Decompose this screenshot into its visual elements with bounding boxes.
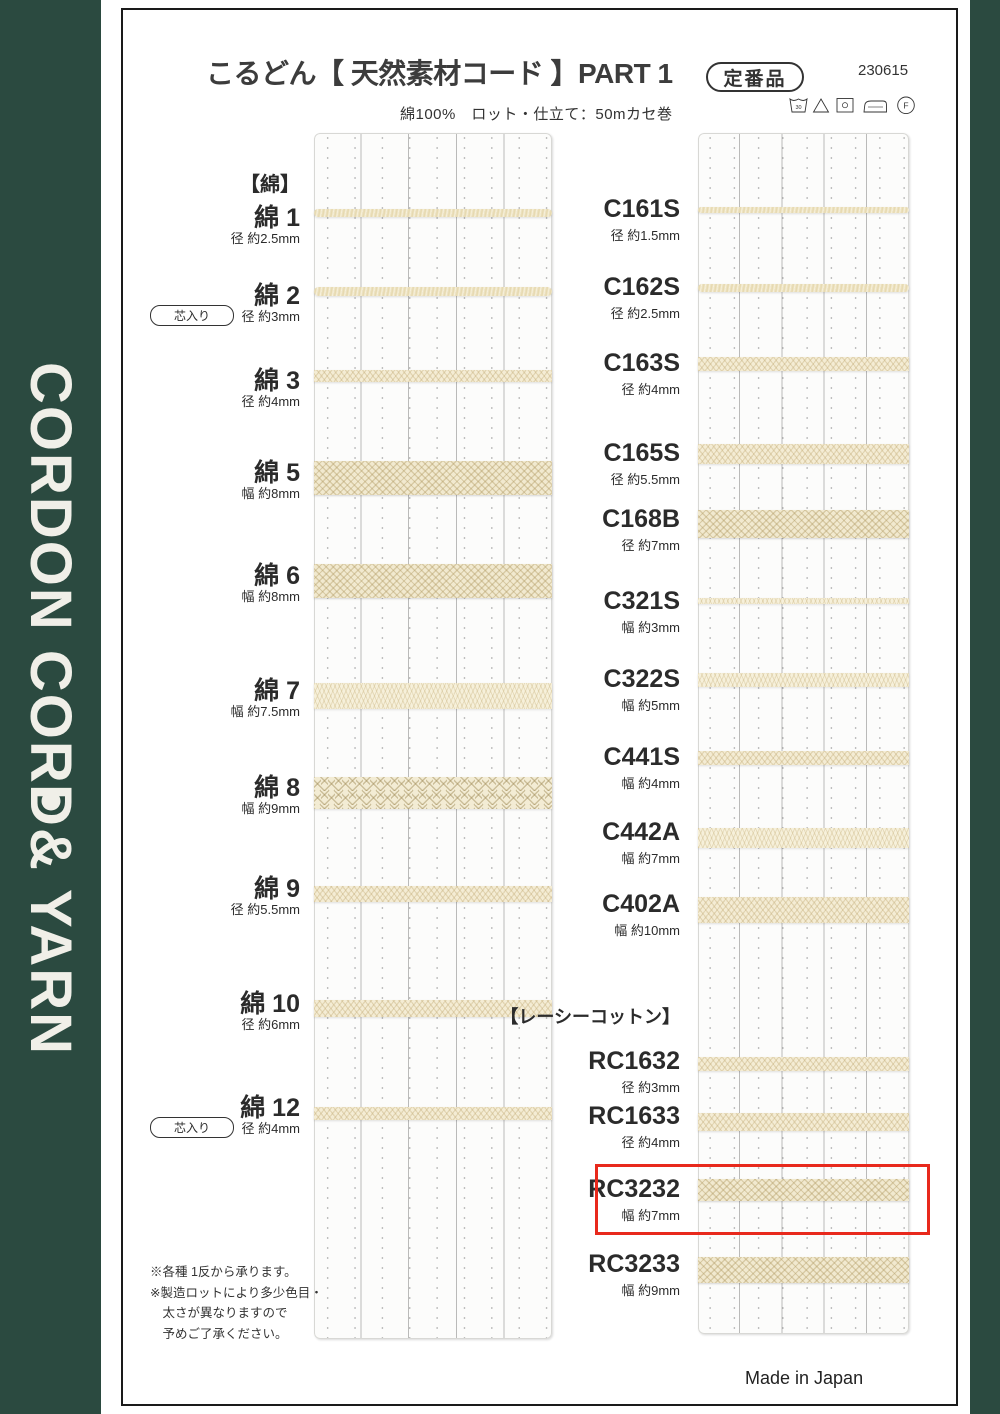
svg-text:30: 30 xyxy=(795,105,801,111)
svg-text:F: F xyxy=(903,100,908,110)
